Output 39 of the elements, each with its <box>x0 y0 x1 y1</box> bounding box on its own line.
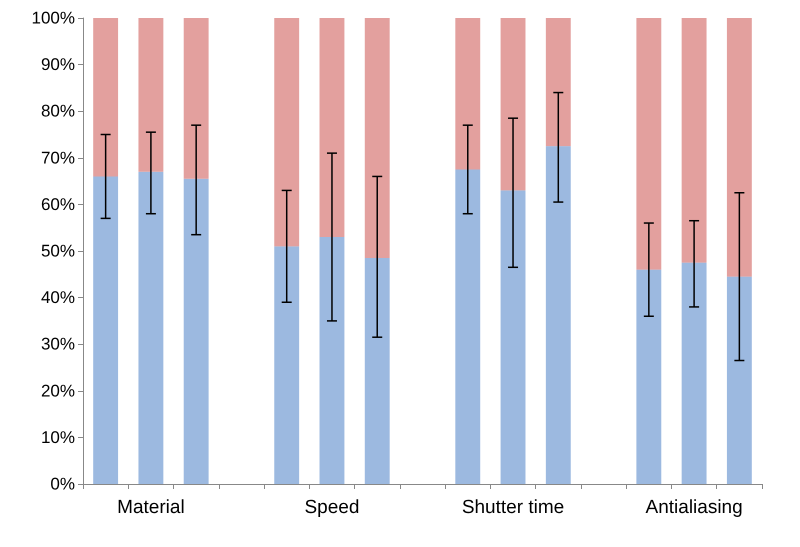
bar <box>726 18 752 277</box>
bar <box>320 18 344 238</box>
bar <box>726 276 752 484</box>
bar <box>546 146 571 484</box>
y-tick-label: 0% <box>50 474 75 494</box>
y-tick-label: 10% <box>40 428 75 447</box>
y-tick-label: 90% <box>40 55 75 74</box>
bar <box>500 190 526 484</box>
bar <box>500 18 526 190</box>
y-tick-label: 40% <box>40 288 75 308</box>
y-tick-label: 30% <box>40 334 75 354</box>
bar <box>682 18 707 263</box>
bar <box>184 18 209 179</box>
bar <box>138 172 164 484</box>
bar <box>636 18 662 270</box>
bar <box>636 270 662 484</box>
bar <box>546 18 571 146</box>
bar <box>364 258 390 484</box>
y-tick-label: 60% <box>40 194 75 214</box>
bar <box>682 262 707 484</box>
x-tick-label: Antialiasing <box>646 497 743 518</box>
bar <box>138 18 164 172</box>
x-tick-label: Material <box>117 497 185 518</box>
bar <box>184 178 209 484</box>
bar <box>320 237 344 484</box>
y-tick-label: 80% <box>40 102 75 121</box>
y-tick-label: 70% <box>40 148 75 168</box>
y-tick-label: 20% <box>40 381 75 400</box>
x-tick-label: Shutter time <box>462 497 564 518</box>
bar <box>93 18 118 176</box>
y-tick-label: 50% <box>40 242 75 260</box>
bar <box>274 18 300 246</box>
bar <box>455 169 480 484</box>
bar <box>364 18 390 258</box>
bar <box>274 246 300 484</box>
x-tick-label: Speed <box>304 497 360 518</box>
bar <box>93 176 118 484</box>
bar <box>455 18 480 170</box>
y-tick-label: 100% <box>32 8 75 28</box>
